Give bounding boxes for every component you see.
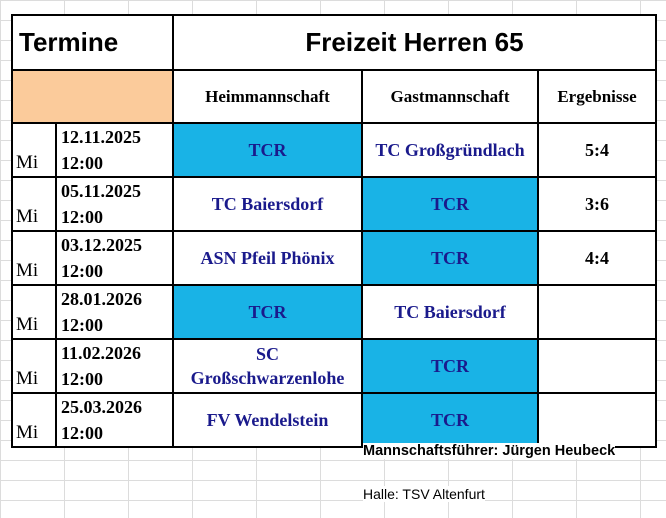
home-team-cell: SC Großschwarzenlohe — [172, 338, 363, 394]
datetime-cell: 03.12.2025 12:00 — [55, 230, 174, 286]
guest-team-cell: TCR — [361, 176, 539, 232]
time-text: 12:00 — [61, 153, 103, 173]
termine-title: Termine — [11, 14, 174, 71]
datetime-cell: 05.11.2025 12:00 — [55, 176, 174, 232]
table-row: Mi 05.11.2025 12:00 TC Baiersdorf TCR 3:… — [11, 176, 657, 232]
table-row: Mi 25.03.2026 12:00 FV Wendelstein TCR — [11, 392, 657, 448]
title-row: Termine Freizeit Herren 65 — [11, 14, 657, 71]
result-cell — [537, 338, 657, 394]
schedule-table: Termine Freizeit Herren 65 Heimmannschaf… — [11, 14, 657, 448]
date-text: 05.11.2025 — [61, 181, 142, 201]
guest-team-cell: TCR — [361, 230, 539, 286]
home-team-cell: TCR — [172, 284, 363, 340]
date-text: 12.11.2025 — [61, 127, 142, 147]
day-cell: Mi — [11, 122, 57, 178]
time-text: 12:00 — [61, 423, 103, 443]
time-text: 12:00 — [61, 261, 103, 281]
header-results: Ergebnisse — [537, 69, 657, 124]
home-team-cell: ASN Pfeil Phönix — [172, 230, 363, 286]
table-row: Mi 28.01.2026 12:00 TCR TC Baiersdorf — [11, 284, 657, 340]
home-team-cell: TCR — [172, 122, 363, 178]
day-cell: Mi — [11, 230, 57, 286]
datetime-cell: 28.01.2026 12:00 — [55, 284, 174, 340]
header-blank-cell — [11, 69, 174, 124]
date-text: 11.02.2026 — [61, 343, 142, 363]
result-cell: 4:4 — [537, 230, 657, 286]
hall-text: Halle: TSV Altenfurt — [363, 486, 485, 502]
guest-team-cell: TCR — [361, 392, 539, 448]
datetime-cell: 11.02.2026 12:00 — [55, 338, 174, 394]
header-guest: Gastmannschaft — [361, 69, 539, 124]
table-row: Mi 11.02.2026 12:00 SC Großschwarzenlohe… — [11, 338, 657, 394]
column-header-row: Heimmannschaft Gastmannschaft Ergebnisse — [11, 69, 657, 124]
guest-team-cell: TC Baiersdorf — [361, 284, 539, 340]
time-text: 12:00 — [61, 207, 103, 227]
day-cell: Mi — [11, 392, 57, 448]
day-cell: Mi — [11, 284, 57, 340]
time-text: 12:00 — [61, 369, 103, 389]
result-cell — [537, 392, 657, 448]
team-title: Freizeit Herren 65 — [172, 14, 657, 71]
guest-team-cell: TC Großgründlach — [361, 122, 539, 178]
datetime-cell: 12.11.2025 12:00 — [55, 122, 174, 178]
datetime-cell: 25.03.2026 12:00 — [55, 392, 174, 448]
time-text: 12:00 — [61, 315, 103, 335]
result-cell: 5:4 — [537, 122, 657, 178]
home-team-cell: TC Baiersdorf — [172, 176, 363, 232]
result-cell: 3:6 — [537, 176, 657, 232]
home-team-line2: Großschwarzenlohe — [190, 368, 345, 388]
date-text: 28.01.2026 — [61, 289, 142, 309]
day-cell: Mi — [11, 176, 57, 232]
home-team-line1: SC — [255, 344, 279, 364]
home-team-cell: FV Wendelstein — [172, 392, 363, 448]
date-text: 25.03.2026 — [61, 397, 142, 417]
guest-team-cell: TCR — [361, 338, 539, 394]
team-captain-text: Mannschaftsführer: Jürgen Heubeck — [363, 443, 616, 459]
table-row: Mi 12.11.2025 12:00 TCR TC Großgründlach… — [11, 122, 657, 178]
table-row: Mi 03.12.2025 12:00 ASN Pfeil Phönix TCR… — [11, 230, 657, 286]
header-home: Heimmannschaft — [172, 69, 363, 124]
day-cell: Mi — [11, 338, 57, 394]
date-text: 03.12.2025 — [61, 235, 142, 255]
result-cell — [537, 284, 657, 340]
